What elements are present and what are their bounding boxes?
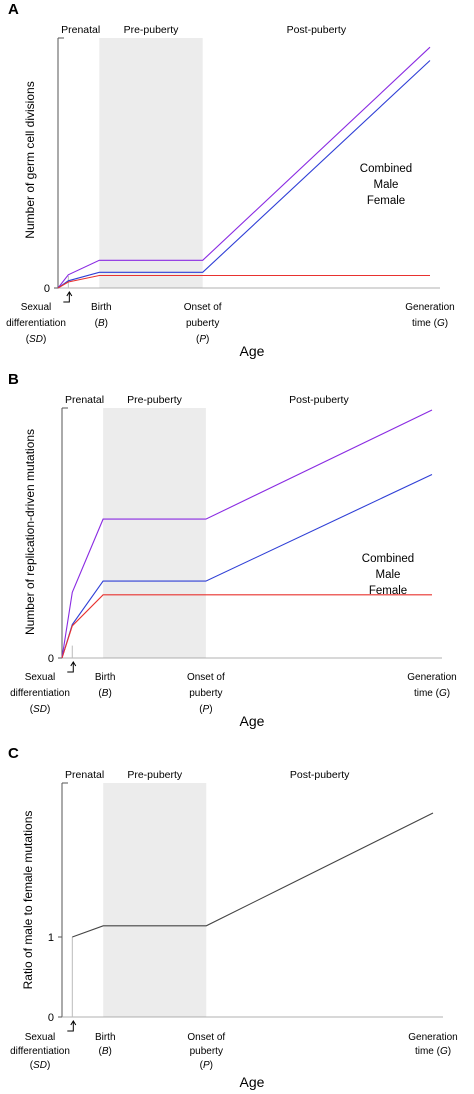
x-tick-label: (SD) (30, 1060, 51, 1071)
y-axis-title: Ratio of male to female mutations (21, 811, 35, 990)
y-tick-label: 0 (44, 283, 50, 295)
x-tick-label: Onset of (187, 1032, 225, 1043)
prepuberty-shade (103, 783, 207, 1017)
x-tick-label: differentiation (6, 318, 66, 329)
sd-arrow-icon (63, 293, 70, 303)
phase-label-pre-puberty: Pre-puberty (127, 769, 183, 781)
legend-entry-male: Male (374, 179, 399, 191)
x-tick-label: Birth (95, 1032, 116, 1043)
sd-arrow-icon (67, 663, 74, 673)
x-tick-label: Sexual (25, 1032, 56, 1043)
x-axis-title: Age (240, 1074, 265, 1090)
x-tick-label: (P) (200, 1060, 213, 1071)
y-tick-label: 0 (48, 1012, 54, 1024)
x-tick-label: time (G) (415, 1046, 451, 1057)
prepuberty-shade (99, 38, 203, 288)
y-tick-label: 1 (48, 932, 54, 944)
x-tick-label: Generation (408, 1032, 457, 1043)
x-axis-title: Age (240, 713, 265, 729)
x-tick-label: (SD) (30, 704, 51, 715)
series-line-male (57, 60, 431, 289)
sd-arrowhead-icon (70, 661, 77, 667)
panel-letter-c: C (8, 745, 19, 762)
x-tick-label: (P) (196, 334, 209, 345)
sd-arrowhead-icon (66, 291, 73, 297)
x-tick-label: (B) (98, 688, 111, 699)
sd-arrow-icon (67, 1022, 74, 1032)
panel-letter-b: B (8, 371, 19, 388)
x-tick-label: Sexual (21, 302, 52, 313)
phase-label-post-puberty: Post-puberty (289, 394, 349, 406)
legend-entry-combined: Combined (362, 553, 414, 565)
y-axis-title: Number of replication-driven mutations (23, 429, 37, 635)
y-axis-title: Number of germ cell divisions (23, 81, 37, 238)
x-tick-label: (SD) (26, 334, 47, 345)
series-line-female (61, 594, 432, 659)
phase-label-prenatal: Prenatal (65, 394, 104, 406)
x-tick-label: puberty (186, 318, 219, 329)
phase-label-pre-puberty: Pre-puberty (127, 394, 183, 406)
x-axis-title: Age (240, 343, 265, 359)
x-tick-label: Generation (407, 672, 456, 683)
y-tick-label: 0 (48, 653, 54, 665)
x-tick-label: Onset of (187, 672, 225, 683)
series-line-female (57, 274, 430, 289)
x-tick-label: puberty (190, 1046, 223, 1057)
x-tick-label: puberty (189, 688, 222, 699)
sd-arrowhead-icon (70, 1020, 77, 1026)
x-tick-label: Birth (95, 672, 116, 683)
series-line-combined (61, 409, 433, 659)
phase-label-pre-puberty: Pre-puberty (124, 24, 180, 36)
x-tick-label: differentiation (10, 1046, 70, 1057)
phase-label-prenatal: Prenatal (65, 769, 104, 781)
phase-label-post-puberty: Post-puberty (290, 769, 350, 781)
x-tick-label: differentiation (10, 688, 70, 699)
x-tick-label: (B) (95, 318, 108, 329)
x-tick-label: Sexual (25, 672, 56, 683)
legend-entry-male: Male (376, 569, 401, 581)
phase-label-prenatal: Prenatal (61, 24, 100, 36)
x-tick-label: time (G) (412, 318, 448, 329)
x-tick-label: Birth (91, 302, 112, 313)
series-line-ratio (72, 812, 434, 938)
legend-entry-female: Female (369, 585, 407, 597)
legend-entry-female: Female (367, 195, 405, 207)
legend-entry-combined: Combined (360, 163, 412, 175)
x-tick-label: Generation (405, 302, 454, 313)
series-line-combined (57, 46, 431, 289)
x-tick-label: Onset of (184, 302, 222, 313)
x-tick-label: (P) (199, 704, 212, 715)
x-tick-label: time (G) (414, 688, 450, 699)
panel-letter-a: A (8, 1, 19, 18)
x-tick-label: (B) (99, 1046, 112, 1057)
prepuberty-shade (103, 408, 206, 658)
phase-label-post-puberty: Post-puberty (287, 24, 347, 36)
